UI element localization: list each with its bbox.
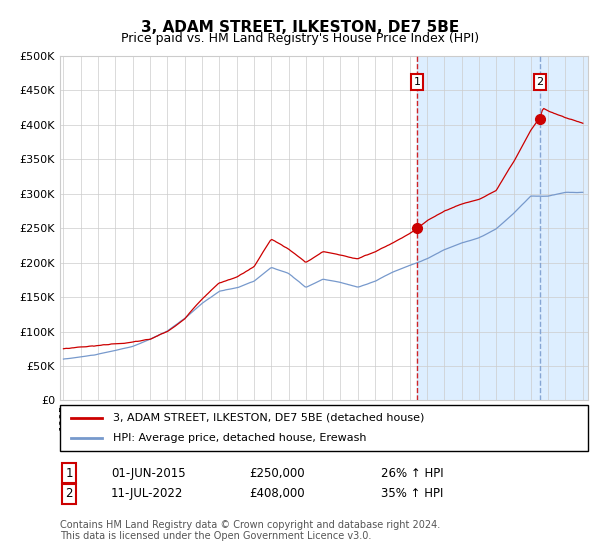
Text: 11-JUL-2022: 11-JUL-2022 <box>111 487 184 501</box>
Text: 1: 1 <box>65 466 73 480</box>
Text: Price paid vs. HM Land Registry's House Price Index (HPI): Price paid vs. HM Land Registry's House … <box>121 32 479 45</box>
Text: 1: 1 <box>413 77 421 87</box>
Text: £408,000: £408,000 <box>249 487 305 501</box>
Text: 3, ADAM STREET, ILKESTON, DE7 5BE: 3, ADAM STREET, ILKESTON, DE7 5BE <box>141 20 459 35</box>
Text: 2: 2 <box>65 487 73 501</box>
Text: 2: 2 <box>536 77 544 87</box>
FancyBboxPatch shape <box>60 405 588 451</box>
Text: 01-JUN-2015: 01-JUN-2015 <box>111 466 185 480</box>
Text: Contains HM Land Registry data © Crown copyright and database right 2024.
This d: Contains HM Land Registry data © Crown c… <box>60 520 440 542</box>
Bar <box>417 56 592 400</box>
Text: HPI: Average price, detached house, Erewash: HPI: Average price, detached house, Erew… <box>113 433 366 443</box>
Text: 26% ↑ HPI: 26% ↑ HPI <box>381 466 443 480</box>
Text: 35% ↑ HPI: 35% ↑ HPI <box>381 487 443 501</box>
Text: 3, ADAM STREET, ILKESTON, DE7 5BE (detached house): 3, ADAM STREET, ILKESTON, DE7 5BE (detac… <box>113 413 424 423</box>
Text: £250,000: £250,000 <box>249 466 305 480</box>
